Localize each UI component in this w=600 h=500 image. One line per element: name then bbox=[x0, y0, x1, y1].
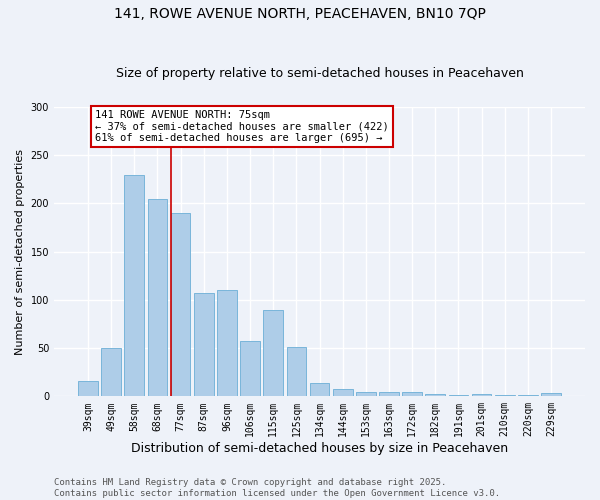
Bar bbox=[425, 394, 445, 396]
Bar bbox=[310, 383, 329, 396]
Bar bbox=[263, 310, 283, 396]
Text: 141, ROWE AVENUE NORTH, PEACEHAVEN, BN10 7QP: 141, ROWE AVENUE NORTH, PEACEHAVEN, BN10… bbox=[114, 8, 486, 22]
Bar bbox=[194, 293, 214, 397]
Title: Size of property relative to semi-detached houses in Peacehaven: Size of property relative to semi-detach… bbox=[116, 66, 523, 80]
Bar bbox=[333, 388, 353, 396]
Bar bbox=[217, 290, 237, 397]
X-axis label: Distribution of semi-detached houses by size in Peacehaven: Distribution of semi-detached houses by … bbox=[131, 442, 508, 455]
Bar bbox=[287, 347, 306, 397]
Bar bbox=[472, 394, 491, 396]
Bar bbox=[171, 213, 190, 396]
Bar bbox=[541, 394, 561, 396]
Bar bbox=[379, 392, 399, 396]
Bar bbox=[148, 198, 167, 396]
Bar bbox=[402, 392, 422, 396]
Bar bbox=[78, 381, 98, 396]
Bar bbox=[124, 174, 144, 396]
Bar bbox=[356, 392, 376, 396]
Bar bbox=[101, 348, 121, 397]
Text: 141 ROWE AVENUE NORTH: 75sqm
← 37% of semi-detached houses are smaller (422)
61%: 141 ROWE AVENUE NORTH: 75sqm ← 37% of se… bbox=[95, 110, 389, 143]
Text: Contains HM Land Registry data © Crown copyright and database right 2025.
Contai: Contains HM Land Registry data © Crown c… bbox=[54, 478, 500, 498]
Y-axis label: Number of semi-detached properties: Number of semi-detached properties bbox=[15, 148, 25, 354]
Bar bbox=[240, 342, 260, 396]
